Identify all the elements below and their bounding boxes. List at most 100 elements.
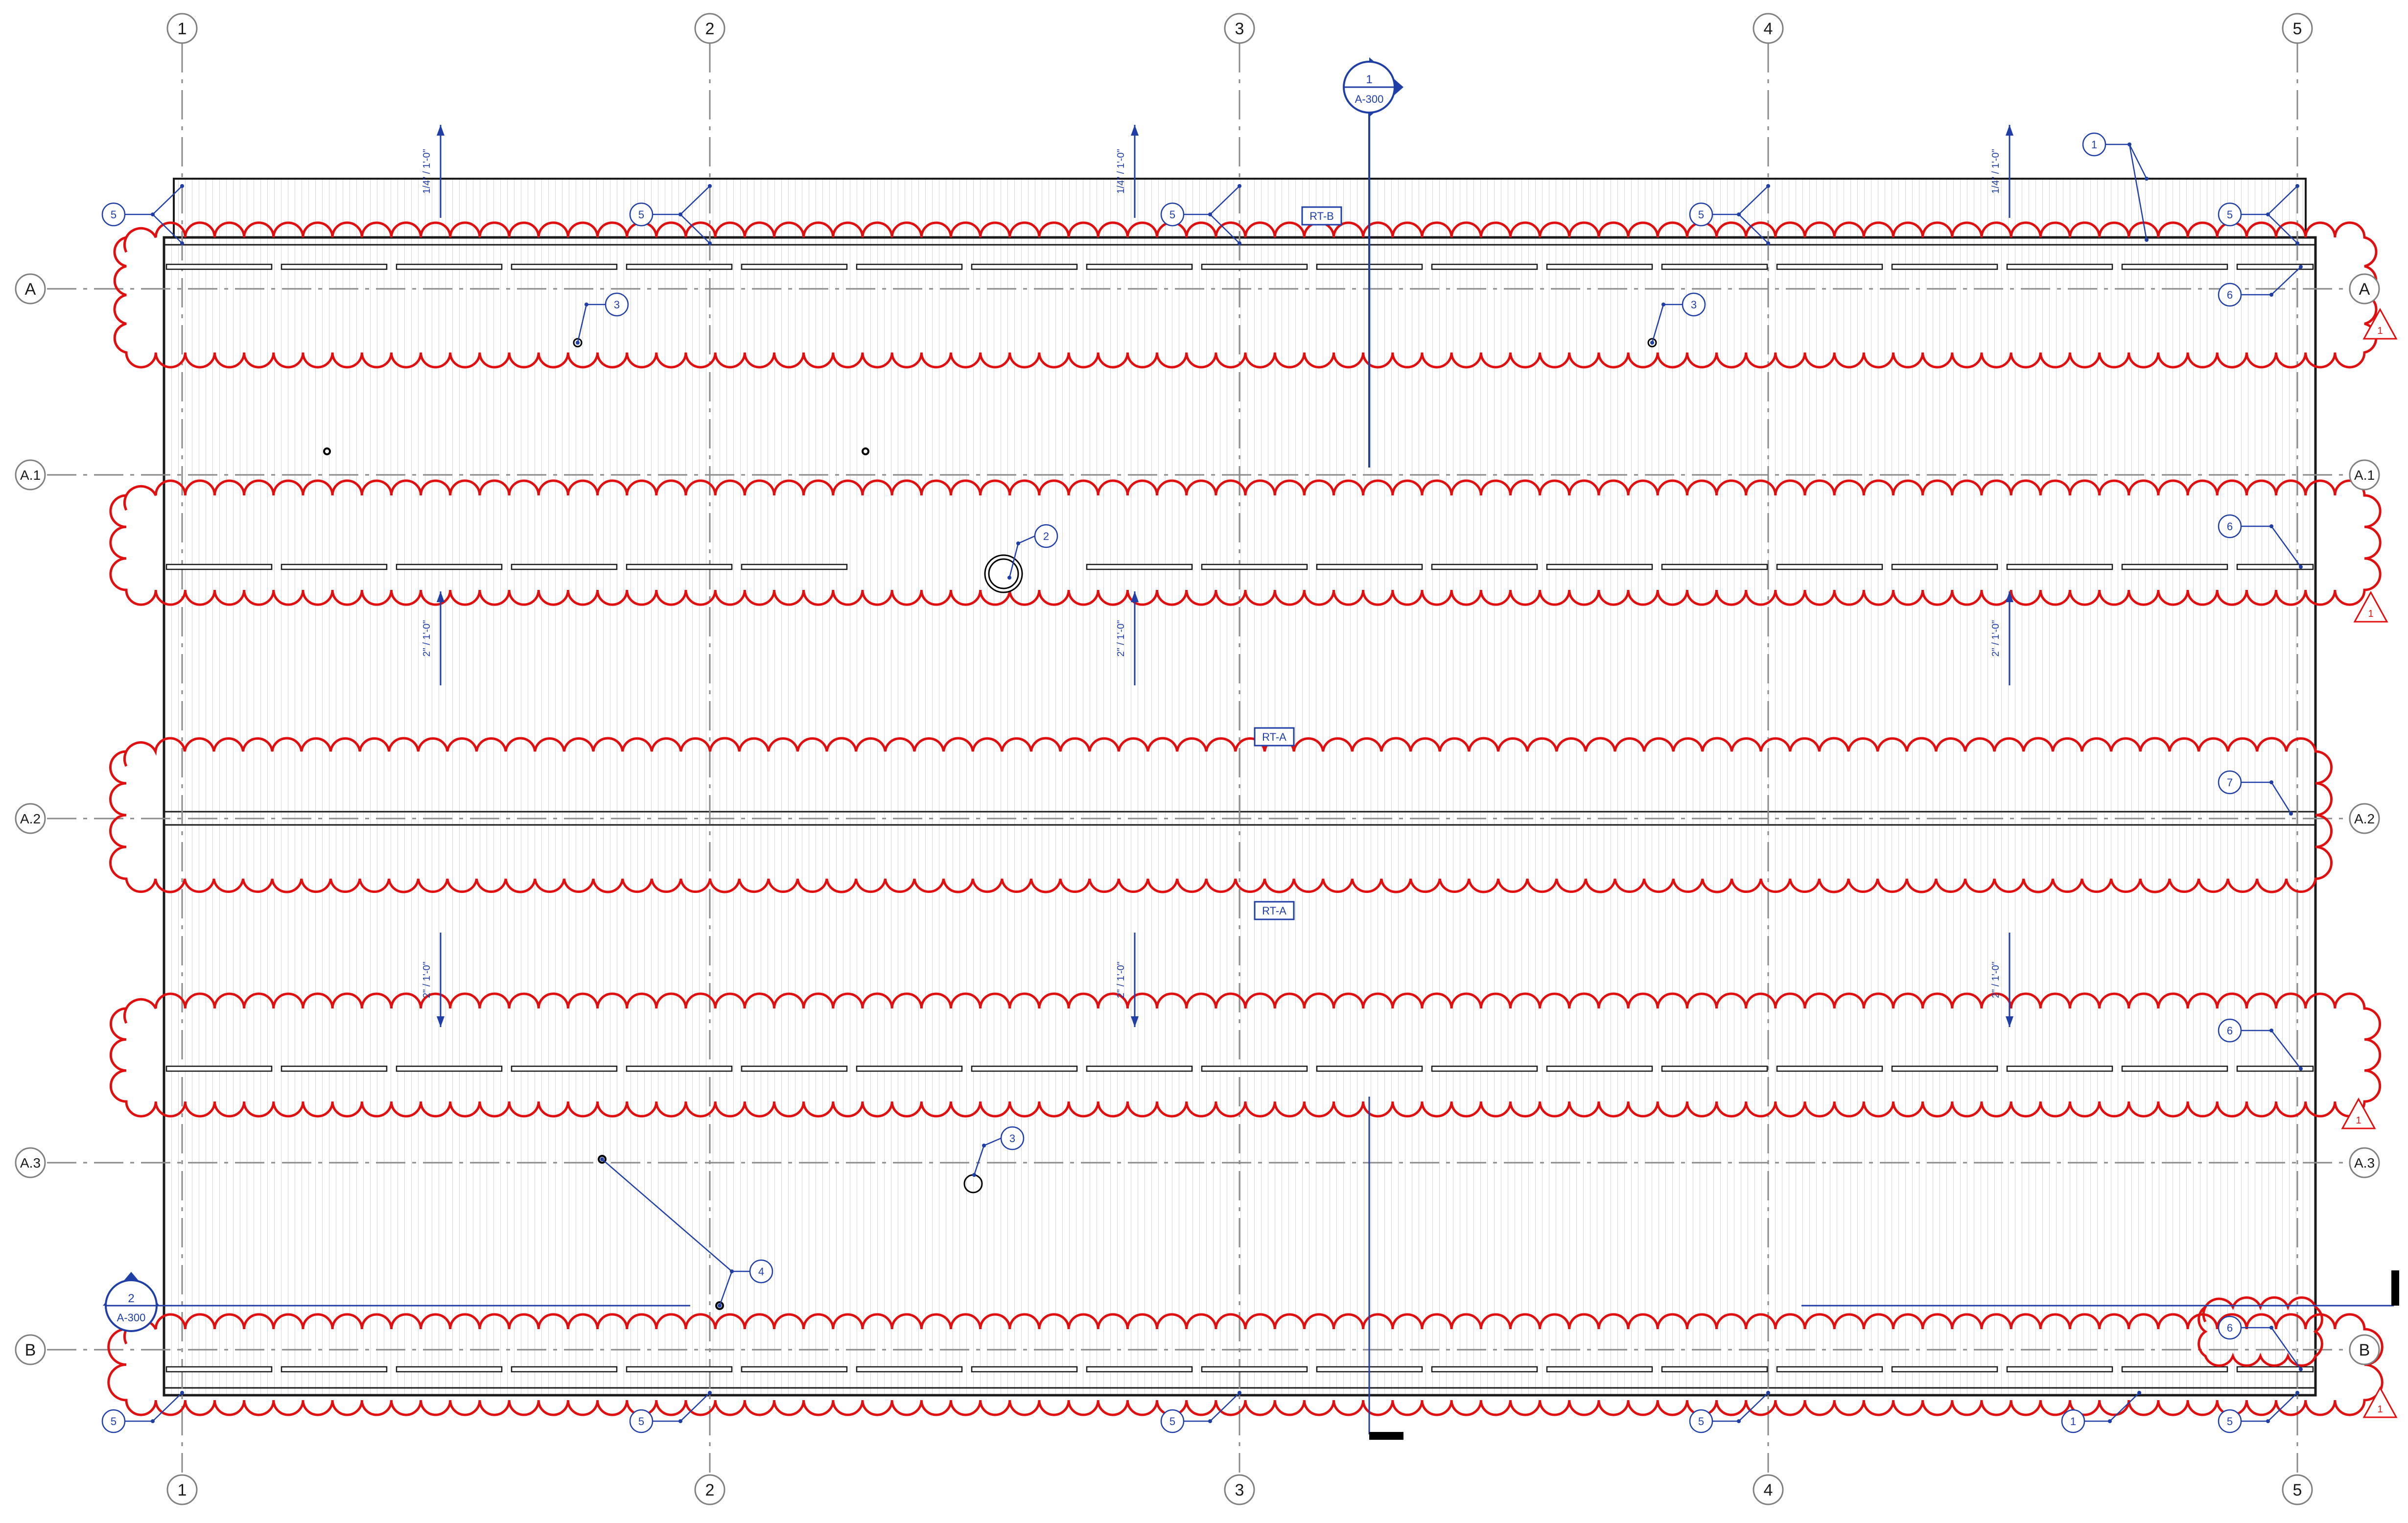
grid-bubble-label: A bbox=[25, 280, 36, 299]
slope-label: 2" / 1'-0" bbox=[1990, 620, 2001, 657]
keynote-leader bbox=[2270, 782, 2292, 814]
grid-bubble-row-A.3[interactable]: A.3 bbox=[15, 1147, 46, 1178]
section-mark-2[interactable]: 2 A-300 bbox=[103, 1272, 160, 1332]
grid-bubble-column-3[interactable]: 3 bbox=[1224, 1474, 1255, 1505]
cricket-segment bbox=[2006, 1065, 2113, 1072]
vent-icon bbox=[598, 1155, 607, 1164]
grid-bubble-column-2[interactable]: 2 bbox=[694, 1474, 725, 1505]
grid-bubble-row-A.2[interactable]: A.2 bbox=[15, 803, 46, 834]
drain-icon bbox=[862, 447, 869, 455]
grid-bubble-row-B[interactable]: B bbox=[2349, 1334, 2380, 1365]
grid-bubble-label: A.1 bbox=[20, 468, 41, 483]
slope-indicator: 1/4" / 1'-0" bbox=[1990, 125, 2013, 218]
keynote-tag[interactable]: 3 bbox=[972, 1126, 1025, 1177]
keynote-tag[interactable]: 2 bbox=[1007, 524, 1058, 580]
slope-arrows: 1/4" / 1'-0" 1/4" / 1'-0" 1/4" / 1'-0" 2" /… bbox=[421, 125, 2013, 1027]
revision-delta-icon: 1 bbox=[2353, 590, 2388, 623]
cricket-segment bbox=[1546, 1366, 1653, 1373]
keynote-tag[interactable]: 4 bbox=[600, 1157, 773, 1308]
grid-bubble-column-3[interactable]: 3 bbox=[1224, 13, 1255, 44]
grid-bubble-row-A.1[interactable]: A.1 bbox=[2349, 459, 2380, 491]
slope-label: 2" / 1'-0" bbox=[421, 961, 432, 998]
cricket-segment bbox=[1431, 563, 1538, 570]
section-line-2-end bbox=[2391, 1270, 2399, 1306]
leader-dot-icon bbox=[2299, 1367, 2303, 1371]
grid-bubble-column-1[interactable]: 1 bbox=[166, 13, 198, 44]
keynote-tag[interactable]: 3 bbox=[1650, 292, 1706, 345]
drain-rows bbox=[165, 263, 2314, 1373]
keynote-leader bbox=[2268, 1392, 2298, 1422]
grid-bubble-column-4[interactable]: 4 bbox=[1753, 13, 1784, 44]
keynote-tag[interactable]: 5 bbox=[2218, 184, 2299, 245]
keynote-tag[interactable]: 5 bbox=[629, 1391, 712, 1433]
keynote-tag[interactable]: 5 bbox=[1689, 184, 1770, 245]
grid-bubble-column-1[interactable]: 1 bbox=[166, 1474, 198, 1505]
keynote-leader bbox=[1008, 543, 1019, 578]
grid-bubble-label: 4 bbox=[1764, 20, 1773, 38]
slope-indicator: 2" / 1'-0" bbox=[421, 591, 444, 685]
keynote-number: 1 bbox=[2091, 139, 2097, 151]
roof-type-tag: RT-B bbox=[1301, 206, 1342, 226]
keynote-leader bbox=[1210, 214, 1240, 244]
keynote-tag[interactable]: 6 bbox=[2218, 1018, 2303, 1071]
cricket-segment bbox=[2236, 1065, 2314, 1072]
cricket-segment bbox=[1776, 1366, 1883, 1373]
grid-bubble-label: A.2 bbox=[2354, 811, 2375, 826]
grid-bubble-label: B bbox=[2359, 1341, 2370, 1359]
roof-type-tag: RT-A bbox=[1254, 901, 1295, 920]
cricket-segment bbox=[281, 1065, 388, 1072]
keynote-tag[interactable]: 5 bbox=[1689, 1391, 1770, 1433]
keynote-leader bbox=[2271, 1030, 2301, 1069]
keynote-tag[interactable]: 5 bbox=[1160, 1391, 1241, 1433]
keynote-leader bbox=[983, 1137, 1002, 1147]
section-mark-1[interactable]: 1 A-300 bbox=[1343, 57, 1403, 117]
keynote-tag[interactable]: 5 bbox=[1160, 184, 1241, 245]
vent-icon bbox=[573, 338, 583, 348]
grid-bubble-label: 5 bbox=[2293, 20, 2302, 38]
leader-dot-icon bbox=[180, 1391, 184, 1395]
cricket-segment bbox=[511, 1065, 618, 1072]
cricket-segment bbox=[2121, 1065, 2228, 1072]
leader-dot-icon bbox=[576, 341, 580, 345]
revision-cloud bbox=[113, 221, 2378, 369]
cricket-segment bbox=[1776, 563, 1883, 570]
roof-type-tags: RT-B RT-A RT-A bbox=[1254, 206, 1342, 920]
keynote-tag[interactable]: 7 bbox=[2218, 770, 2293, 816]
keynote-tag[interactable]: 5 bbox=[629, 184, 712, 245]
cricket-segment bbox=[511, 1366, 618, 1373]
grid-bubble-row-B[interactable]: B bbox=[15, 1334, 46, 1365]
keynote-tag[interactable]: 1 bbox=[2061, 1391, 2141, 1433]
keynote-tag[interactable]: 6 bbox=[2218, 1315, 2303, 1371]
grid-bubble-column-5[interactable]: 5 bbox=[2282, 13, 2313, 44]
keynote-tag[interactable]: 5 bbox=[101, 184, 184, 245]
grid-bubble-row-A[interactable]: A bbox=[15, 273, 46, 305]
keynote-tag[interactable]: 5 bbox=[2218, 1391, 2299, 1433]
grid-bubble-row-A.1[interactable]: A.1 bbox=[15, 459, 46, 491]
grid-bubble-row-A.3[interactable]: A.3 bbox=[2349, 1147, 2380, 1178]
grid-bubble-label: 1 bbox=[178, 20, 187, 38]
keynote-number: 5 bbox=[1698, 209, 1704, 221]
keynote-tag[interactable]: 1 bbox=[2082, 132, 2149, 242]
keynote-tag[interactable]: 3 bbox=[576, 292, 629, 345]
grid-bubble-column-2[interactable]: 2 bbox=[694, 13, 725, 44]
cricket-segment bbox=[2121, 563, 2228, 570]
keynote-tag[interactable]: 6 bbox=[2218, 514, 2303, 569]
cricket-segment bbox=[2236, 263, 2314, 270]
grid-bubble-row-A[interactable]: A bbox=[2349, 273, 2380, 305]
grid-bubble-column-5[interactable]: 5 bbox=[2282, 1474, 2313, 1505]
slope-arrow-icon bbox=[437, 125, 444, 136]
cricket-segment bbox=[1661, 1065, 1768, 1072]
leader-dot-icon bbox=[1650, 341, 1654, 345]
keynote-leader bbox=[2270, 526, 2302, 567]
keynote-tag[interactable]: 5 bbox=[101, 1391, 184, 1433]
revision-delta-number: 1 bbox=[2377, 326, 2383, 336]
keynote-leader bbox=[973, 1145, 985, 1175]
grid-bubble-label: B bbox=[25, 1341, 36, 1359]
keynote-tag[interactable]: 6 bbox=[2218, 265, 2303, 307]
cricket-segment bbox=[396, 563, 503, 570]
grid-bubble-row-A.2[interactable]: A.2 bbox=[2349, 803, 2380, 834]
roof-type-tag-text: RT-A bbox=[1262, 905, 1286, 917]
cricket-segment bbox=[741, 263, 848, 270]
grid-bubble-column-4[interactable]: 4 bbox=[1753, 1474, 1784, 1505]
keynote-number: 5 bbox=[2227, 209, 2233, 221]
